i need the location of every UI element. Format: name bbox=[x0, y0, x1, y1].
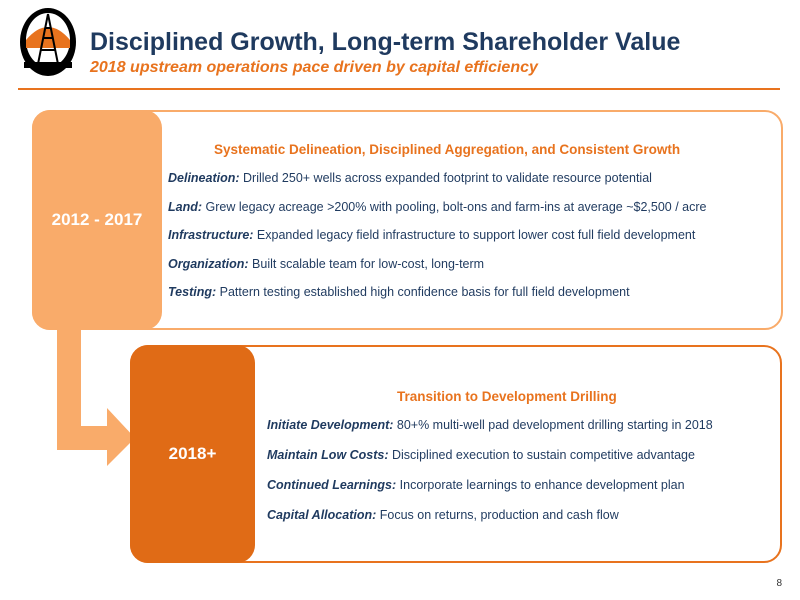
transition-arrow-icon bbox=[57, 330, 135, 466]
bullet-capital-allocation: Capital Allocation: Focus on returns, pr… bbox=[267, 507, 713, 523]
bullet-lead: Maintain Low Costs: bbox=[267, 448, 389, 462]
oil-derrick-icon bbox=[20, 8, 76, 76]
bullet-text: Built scalable team for low-cost, long-t… bbox=[248, 256, 485, 271]
bullet-lead: Initiate Development: bbox=[267, 418, 394, 432]
bullet-lead: Land: bbox=[168, 199, 203, 214]
bullet-list: Initiate Development: 80+% multi-well pa… bbox=[267, 417, 713, 537]
bullet-land: Land: Grew legacy acreage >200% with poo… bbox=[168, 199, 707, 215]
bullet-continued-learnings: Continued Learnings: Incorporate learnin… bbox=[267, 477, 713, 493]
period-label: 2018+ bbox=[130, 345, 255, 563]
bullet-lead: Infrastructure: bbox=[168, 228, 254, 242]
bullet-text: Grew legacy acreage >200% with pooling, … bbox=[202, 199, 707, 214]
bullet-lead: Delineation: bbox=[168, 171, 240, 185]
bullet-organization: Organization: Built scalable team for lo… bbox=[168, 256, 707, 272]
bullet-maintain-low-costs: Maintain Low Costs: Disciplined executio… bbox=[267, 447, 713, 463]
bullet-text: Pattern testing established high confide… bbox=[216, 285, 630, 299]
page-title: Disciplined Growth, Long-term Shareholde… bbox=[90, 28, 681, 56]
bullet-lead: Continued Learnings: bbox=[267, 478, 397, 492]
page-number: 8 bbox=[776, 578, 782, 589]
bullet-text: Incorporate learnings to enhance develop… bbox=[396, 478, 685, 492]
bullet-lead: Testing: bbox=[168, 285, 217, 299]
panel-heading: Transition to Development Drilling bbox=[397, 389, 617, 404]
header-divider bbox=[18, 88, 780, 90]
bullet-text: Drilled 250+ wells across expanded footp… bbox=[239, 171, 652, 185]
bullet-testing: Testing: Pattern testing established hig… bbox=[168, 284, 707, 300]
bullet-text: 80+% multi-well pad development drilling… bbox=[393, 418, 713, 432]
bullet-list: Delineation: Drilled 250+ wells across e… bbox=[168, 170, 707, 313]
panel-2012-2017: 2012 - 2017 Systematic Delineation, Disc… bbox=[32, 110, 783, 330]
panel-2018: 2018+ Transition to Development Drilling… bbox=[130, 345, 782, 563]
bullet-lead: Capital Allocation: bbox=[267, 508, 377, 522]
bullet-text: Focus on returns, production and cash fl… bbox=[376, 508, 619, 522]
bullet-delineation: Delineation: Drilled 250+ wells across e… bbox=[168, 170, 707, 186]
bullet-infrastructure: Infrastructure: Expanded legacy field in… bbox=[168, 227, 707, 243]
bullet-text: Expanded legacy field infrastructure to … bbox=[253, 228, 696, 242]
page-subtitle: 2018 upstream operations pace driven by … bbox=[90, 59, 538, 76]
bullet-text: Disciplined execution to sustain competi… bbox=[388, 448, 695, 462]
period-label: 2012 - 2017 bbox=[32, 110, 162, 330]
panel-heading: Systematic Delineation, Disciplined Aggr… bbox=[214, 142, 681, 157]
bullet-initiate-development: Initiate Development: 80+% multi-well pa… bbox=[267, 417, 713, 433]
bullet-lead: Organization: bbox=[168, 256, 249, 271]
